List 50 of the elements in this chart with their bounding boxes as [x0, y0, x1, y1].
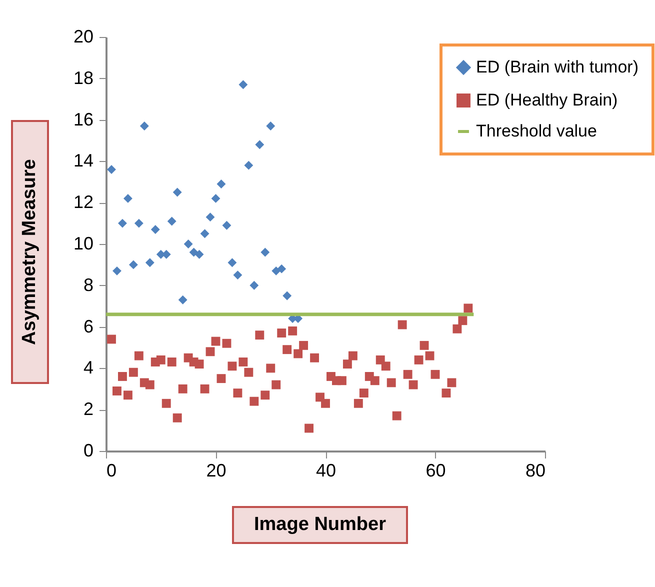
point: [150, 225, 160, 234]
y-tick-label: 10: [73, 234, 94, 254]
point: [194, 250, 204, 259]
y-tick-label: 4: [83, 358, 94, 378]
point: [145, 258, 154, 268]
point: [140, 122, 149, 130]
point: [123, 194, 132, 203]
point: [238, 80, 248, 90]
point: [118, 218, 127, 228]
point: [112, 266, 122, 276]
point: [228, 258, 237, 268]
point: [277, 264, 286, 274]
x-tick-label: 80: [525, 460, 546, 480]
y-axis-title: Asymmetry Measure: [11, 120, 49, 384]
point: [233, 270, 242, 280]
y-tick-label: 16: [73, 109, 94, 130]
point: [216, 180, 226, 188]
x-tick-label: 0: [106, 460, 117, 480]
point: [255, 140, 264, 150]
point: [244, 160, 254, 170]
x-tick-label: 60: [426, 460, 446, 480]
x-tick-label: 40: [316, 460, 336, 480]
point: [184, 240, 193, 248]
y-tick-label: 6: [83, 316, 94, 336]
y-tick-label: 0: [83, 440, 94, 460]
point: [167, 216, 176, 226]
point: [282, 291, 292, 300]
point: [107, 165, 116, 174]
legend-label: Threshold value: [476, 122, 597, 140]
point: [206, 212, 215, 222]
point: [260, 248, 270, 257]
legend-label: ED (Healthy Brain): [476, 90, 618, 110]
legend-label: ED (Brain with tumor): [476, 58, 638, 76]
y-tick-label: 12: [73, 192, 94, 212]
x-axis-title: Image Number: [232, 506, 408, 544]
point: [266, 122, 276, 130]
y-tick-label: 2: [83, 399, 94, 420]
point: [211, 194, 220, 203]
point: [222, 220, 232, 230]
point: [250, 280, 259, 290]
point: [178, 295, 188, 304]
x-tick-label: 20: [206, 460, 226, 480]
y-tick-label: 8: [83, 274, 94, 295]
point: [200, 229, 210, 238]
point: [134, 218, 144, 228]
point: [128, 260, 138, 270]
y-tick-label: 20: [73, 26, 94, 46]
y-tick-label: 14: [73, 150, 94, 171]
point: [172, 188, 182, 197]
y-tick-label: 18: [73, 68, 94, 88]
